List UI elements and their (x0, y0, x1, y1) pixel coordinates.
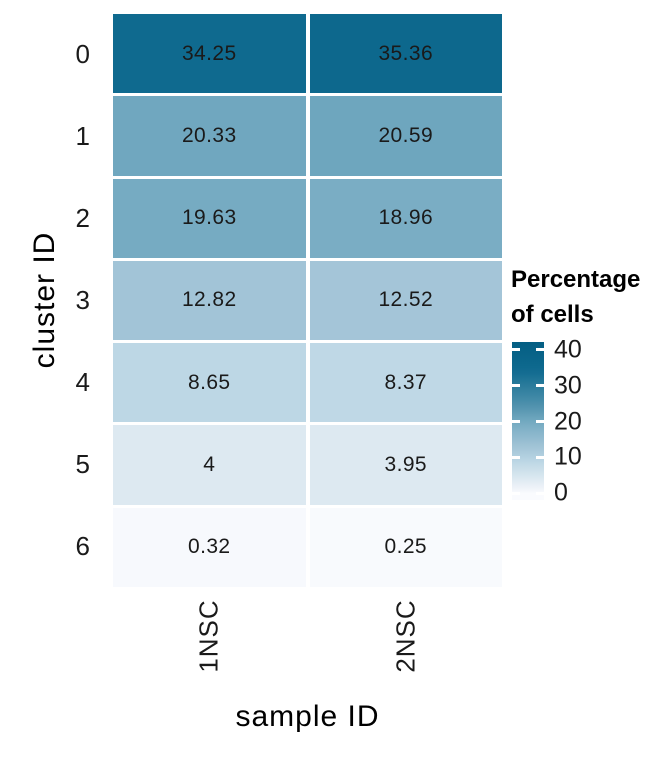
x-axis-title: sample ID (235, 700, 380, 733)
legend-tick-mark (512, 384, 520, 388)
legend-gradient-bar: 40 30 20 10 0 (512, 335, 582, 507)
legend-tick-label: 30 (554, 371, 582, 400)
legend-tick-label: 40 (554, 335, 582, 364)
heatmap-cell: 20.33 (113, 96, 306, 176)
y-tick-label: 2 (75, 203, 90, 234)
heatmap-cell: 0.32 (113, 507, 306, 587)
heatmap-cell: 34.25 (113, 14, 306, 94)
legend-tick-label: 20 (554, 407, 582, 436)
legend-tick-label: 0 (554, 478, 568, 507)
y-tick-label: 3 (75, 285, 90, 315)
heatmap-cell: 0.25 (309, 507, 502, 587)
x-tick-label: 1NSC (193, 599, 224, 673)
y-tick-label: 4 (75, 366, 90, 397)
legend-tick-mark (536, 420, 544, 424)
x-tick-label: 2NSC (390, 599, 421, 673)
heatmap-cell: 35.36 (309, 14, 502, 94)
legend-title-line-2: of cells (511, 301, 594, 328)
y-axis-tick-labels: 0 1 2 3 4 5 6 (0, 14, 104, 587)
y-tick-label: 0 (75, 39, 90, 70)
legend-tick-mark (512, 455, 520, 459)
legend-tick-mark (536, 384, 544, 388)
heatmap-cell: 18.96 (309, 178, 502, 258)
heatmap-cell: 12.52 (309, 260, 502, 341)
heatmap-cell: 19.63 (113, 178, 306, 258)
legend-tick-mark (512, 420, 520, 424)
heatmap-cell: 12.82 (113, 260, 306, 341)
legend-title-line-1: Percentage (511, 266, 641, 293)
y-tick-label: 6 (75, 530, 90, 561)
heatmap-cell: 3.95 (309, 425, 502, 505)
y-tick-label: 5 (75, 448, 90, 479)
heatmap-cell: 4 (113, 425, 306, 505)
heatmap-grid: 34.25 35.36 20.33 20.59 19.63 18.96 12.82 12.52… (113, 14, 502, 587)
heatmap-cell: 20.59 (309, 96, 502, 176)
legend-tick-mark (536, 491, 544, 495)
heatmap-cell: 8.65 (113, 343, 306, 423)
legend-tick-mark (536, 348, 544, 352)
legend-tick-mark (512, 491, 520, 495)
y-tick-label: 1 (75, 121, 90, 152)
legend-tick-mark (512, 348, 520, 352)
legend-title: Percentage of cells (511, 262, 640, 332)
legend-tick-label: 10 (554, 442, 582, 471)
heatmap-cell: 8.37 (309, 343, 502, 423)
legend-tick-mark (536, 455, 544, 459)
